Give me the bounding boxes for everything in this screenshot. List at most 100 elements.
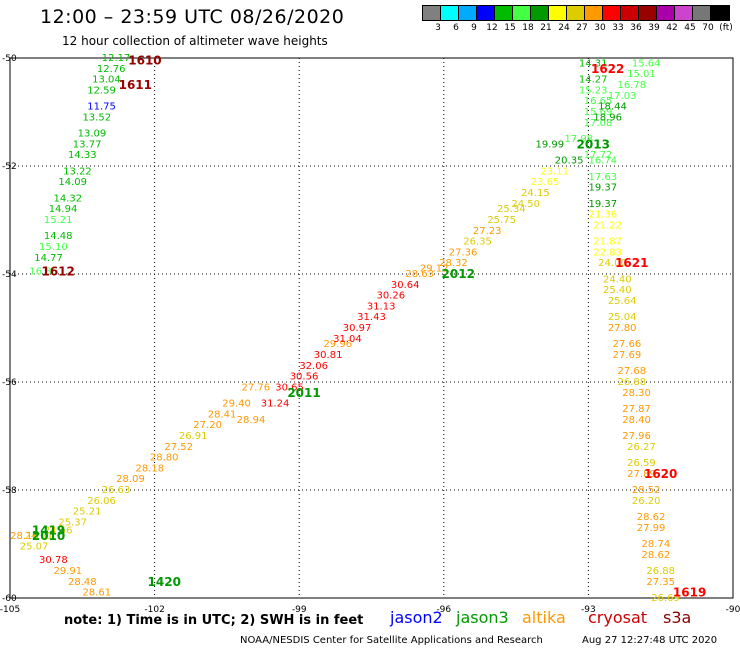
legend-label: (ft): [719, 23, 733, 33]
wave-height-point: 30.65: [275, 382, 304, 393]
legend-label: 21: [540, 23, 552, 33]
wave-height-point: 25.04: [608, 312, 637, 323]
wave-height-point: 26.59: [627, 458, 656, 469]
wave-height-point: 28.18: [135, 463, 164, 474]
wave-height-point: 15.64: [632, 58, 661, 69]
wave-height-point: 24.50: [511, 199, 540, 210]
wave-height-point: 28.30: [622, 388, 651, 399]
wave-height-point: 26.20: [632, 496, 661, 507]
wave-height-point: 27.76: [241, 382, 270, 393]
wave-height-point: 25.75: [487, 215, 516, 226]
wave-height-point: 14.31: [579, 58, 608, 69]
time-label: 1622: [591, 62, 624, 76]
wave-height-point: 12.17: [102, 53, 131, 64]
legend-label: 27: [576, 23, 588, 33]
wave-height-point: 24.56: [44, 526, 73, 537]
wave-height-point: 27.99: [637, 523, 666, 534]
wave-height-point: 25.34: [497, 204, 526, 215]
wave-height-point: 17.63: [589, 172, 618, 183]
wave-height-point: 20.35: [555, 156, 584, 167]
wave-height-point: 27.69: [613, 350, 642, 361]
wave-height-point: 30.97: [343, 323, 372, 334]
y-tick-label: -60: [2, 594, 17, 604]
wave-height-point: 30.26: [376, 291, 405, 302]
wave-height-point: 13.52: [82, 112, 111, 123]
wave-height-point: 28.80: [150, 453, 179, 464]
legend-label: 70: [702, 23, 714, 33]
wave-height-point: 28.74: [642, 539, 671, 550]
wave-height-point: 28.62: [637, 512, 666, 523]
wave-height-point: 24.15: [521, 188, 550, 199]
x-tick-label: -90: [726, 605, 740, 615]
wave-height-point: 31.24: [261, 399, 290, 410]
legend-label: 12: [486, 23, 498, 33]
wave-height-point: 28.52: [632, 485, 661, 496]
y-tick-label: -58: [2, 486, 17, 496]
wave-height-point: 18.44: [598, 102, 627, 113]
legend-label: 36: [630, 23, 642, 33]
y-tick-label: -52: [2, 162, 17, 172]
time-label: 2013: [577, 137, 610, 151]
time-label: 2012: [442, 267, 475, 281]
time-label: 1420: [148, 575, 181, 589]
time-label: 1620: [644, 467, 677, 481]
satellite-label: s3a: [663, 608, 692, 627]
y-tick-label: -54: [2, 270, 17, 280]
wave-height-point: 19.99: [536, 139, 565, 150]
wave-height-point: 27.66: [613, 339, 642, 350]
wave-height-point: 27.96: [622, 431, 651, 442]
wave-height-point: 28.09: [116, 474, 145, 485]
satellite-label: altika: [522, 608, 566, 627]
wave-height-point: 14.33: [68, 150, 97, 161]
wave-height-point: 26.69: [651, 593, 680, 604]
wave-height-point: 16.78: [617, 80, 646, 91]
wave-height-point: 16.65: [584, 96, 613, 107]
time-label: 1612: [41, 264, 74, 278]
wave-height-point: 21.22: [593, 220, 622, 231]
wave-height-point: 30.78: [39, 555, 68, 566]
wave-height-point: 26.88: [646, 566, 675, 577]
wave-height-point: 27.35: [646, 577, 675, 588]
wave-height-point: 15.10: [39, 242, 68, 253]
wave-height-point: 26.88: [617, 377, 646, 388]
wave-height-point: 12.59: [87, 85, 116, 96]
wave-height-point: 16.85: [29, 266, 58, 277]
y-tick-label: -50: [2, 54, 17, 64]
wave-height-point: 25.64: [608, 296, 637, 307]
legend-label: 15: [504, 23, 516, 33]
page-subtitle: 12 hour collection of altimeter wave hei…: [62, 34, 328, 48]
wave-height-point: 27.89: [627, 469, 656, 480]
wave-height-point: 27.80: [608, 323, 637, 334]
legend-swatch: [710, 5, 730, 21]
time-label: 1619: [673, 586, 706, 600]
legend-label: 45: [684, 23, 696, 33]
legend-label: 18: [522, 23, 534, 33]
wave-height-point: 30.56: [290, 372, 319, 383]
x-tick-label: -102: [144, 605, 164, 615]
time-label: 1611: [119, 78, 152, 92]
wave-height-point: 14.09: [58, 177, 87, 188]
wave-height-point: 11.75: [87, 102, 116, 113]
wave-height-point: 29.91: [54, 566, 83, 577]
wave-height-point: 26.06: [87, 496, 116, 507]
wave-height-point: 27.36: [449, 247, 478, 258]
wave-height-point: 19.37: [589, 183, 618, 194]
wave-height-point: 13.04: [92, 75, 121, 86]
wave-height-point: 26.63: [102, 485, 131, 496]
wave-height-point: 24.40: [603, 274, 632, 285]
wave-height-point: 13.77: [73, 139, 102, 150]
wave-height-point: 17.03: [608, 91, 637, 102]
wave-height-point: 16.74: [589, 156, 618, 167]
wave-height-point: 14.77: [34, 253, 63, 264]
wave-height-point: 15.69: [584, 107, 613, 118]
wave-height-point: 30.64: [391, 280, 420, 291]
wave-height-point: 31.04: [333, 334, 362, 345]
wave-height-point: 25.07: [20, 542, 49, 553]
x-tick-label: -93: [581, 605, 596, 615]
wave-height-point: 15.01: [627, 69, 656, 80]
satellite-label: jason3: [456, 608, 509, 627]
footer-note: note: 1) Time is in UTC; 2) SWH is in fe…: [64, 613, 364, 628]
wave-height-point: 27.68: [617, 366, 646, 377]
wave-height-point: 24.00: [598, 258, 627, 269]
